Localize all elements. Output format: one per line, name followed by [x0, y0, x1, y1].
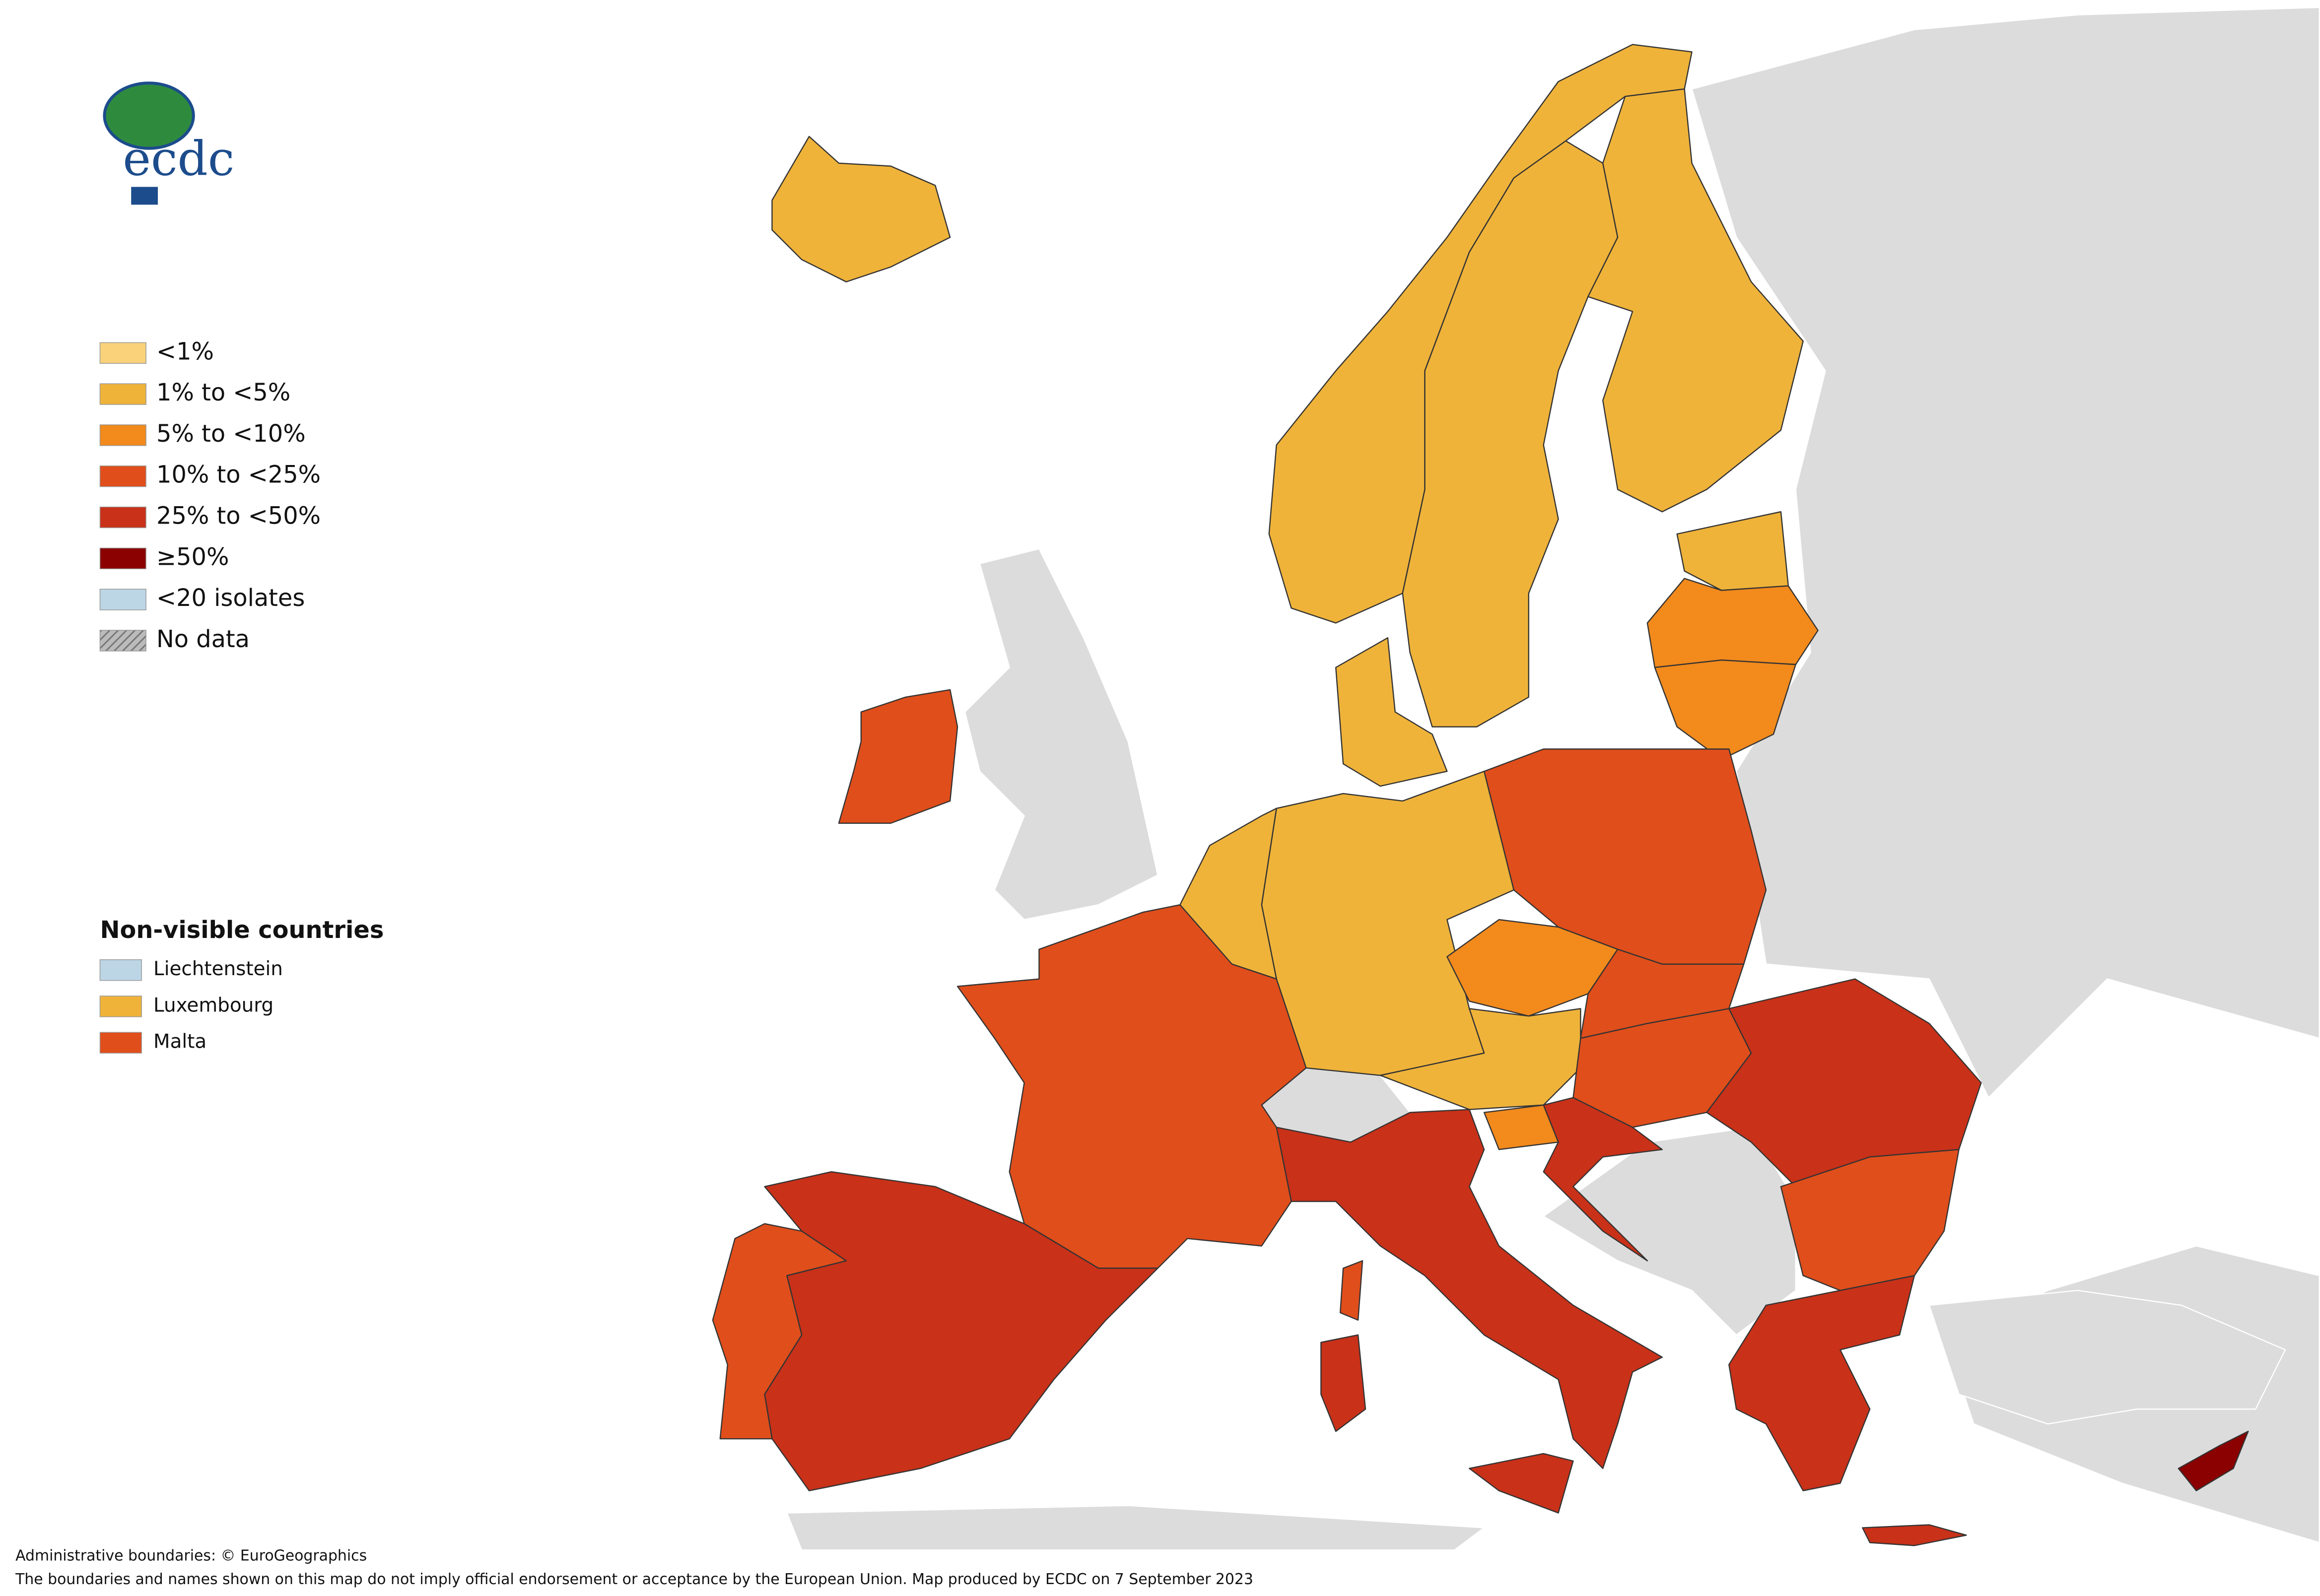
legend-label: <1% — [156, 338, 214, 365]
legend-label: No data — [156, 626, 250, 653]
finland — [1587, 88, 1804, 513]
logo: ecdc — [103, 81, 234, 205]
crete — [1862, 1524, 1967, 1546]
legend-label: 5% to <10% — [156, 420, 306, 448]
greece — [1728, 1275, 1915, 1491]
sweden — [1402, 140, 1619, 728]
legend-swatch — [99, 630, 146, 652]
legend-label: 10% to <25% — [156, 462, 321, 489]
legend-label: 1% to <5% — [156, 379, 290, 406]
legend-label: Luxembourg — [153, 994, 273, 1016]
legend-label: Malta — [153, 1031, 206, 1053]
bulgaria — [1780, 1149, 1960, 1291]
legend-label: <20 isolates — [156, 585, 305, 612]
legend-swatch — [99, 959, 142, 981]
legend-swatch — [99, 424, 146, 446]
non-visible-title: Non-visible countries — [100, 917, 384, 944]
cyprus — [2178, 1431, 2249, 1491]
norway — [1268, 44, 1693, 624]
legend-swatch — [99, 589, 146, 610]
lithuania — [1654, 659, 1796, 760]
legend-swatch — [99, 466, 146, 487]
sardinia — [1320, 1334, 1366, 1432]
france — [956, 904, 1307, 1269]
legend-swatch — [99, 383, 146, 405]
iceland — [771, 135, 951, 283]
non-visible-legend: Non-visible countries Liechtenstein Luxem… — [99, 917, 384, 1054]
austria — [1379, 1008, 1581, 1110]
portugal — [712, 1223, 847, 1440]
logo-globe — [103, 81, 195, 150]
ireland — [838, 689, 958, 824]
legend-label: ≥50% — [156, 543, 229, 571]
countries — [712, 44, 2249, 1546]
legend-label: Liechtenstein — [153, 958, 283, 980]
legend: <1% 1% to <5% 5% to <10% 10% to <25% 25% to … — [99, 338, 321, 653]
legend-label: 25% to <50% — [156, 503, 321, 530]
footer-line: The boundaries and names shown on this m… — [15, 1571, 1253, 1588]
latvia — [1646, 578, 1819, 668]
logo-text: ecdc — [123, 131, 234, 187]
eu-flag — [131, 187, 158, 205]
corsica — [1339, 1260, 1364, 1321]
croatia — [1543, 1097, 1663, 1262]
poland — [1483, 748, 1767, 965]
denmark — [1335, 637, 1448, 787]
sicily — [1468, 1453, 1574, 1514]
footer-line: Administrative boundaries: © EuroGeograp… — [15, 1547, 367, 1564]
legend-swatch — [99, 342, 146, 364]
background-land — [786, 6, 2320, 1551]
legend-swatch — [99, 1032, 142, 1054]
legend-swatch — [99, 996, 142, 1017]
legend-swatch — [99, 506, 146, 529]
estonia — [1676, 511, 1789, 591]
legend-swatch — [99, 547, 146, 569]
italy — [1276, 1109, 1663, 1469]
